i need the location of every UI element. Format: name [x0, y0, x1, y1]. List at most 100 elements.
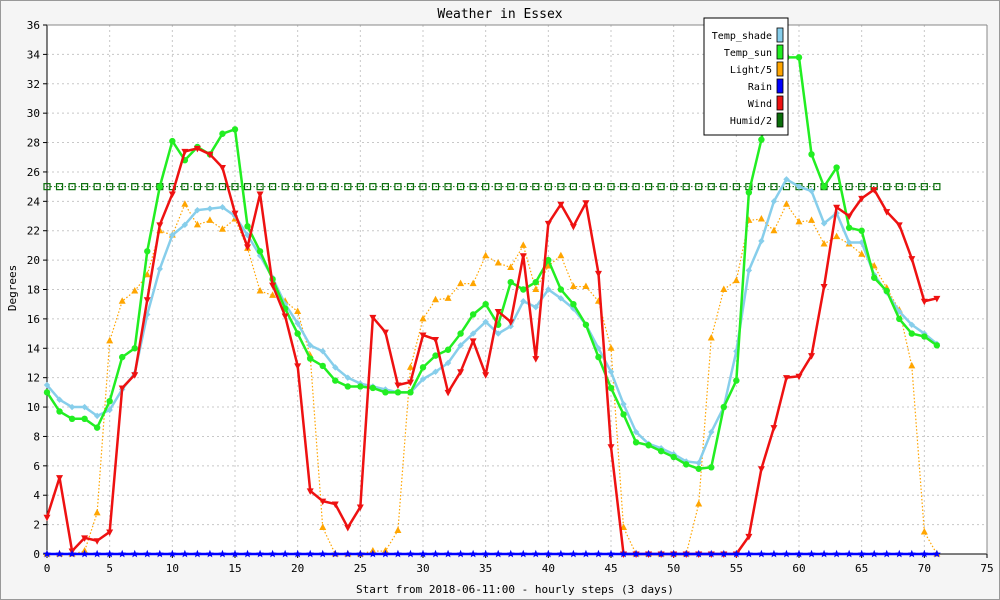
- data-point-light-5: [732, 276, 740, 284]
- data-point-temp-shade: [444, 359, 452, 367]
- data-point-temp-sun: [144, 248, 151, 255]
- data-point-humid-2: [406, 183, 415, 191]
- data-point-wind: [808, 353, 816, 360]
- data-point-wind: [795, 373, 803, 381]
- data-point-wind: [782, 375, 790, 382]
- data-point-humid-2: [131, 183, 139, 191]
- data-point-temp-shade: [156, 265, 163, 273]
- data-point-wind: [820, 284, 828, 291]
- legend-label: Temp_sun: [724, 48, 772, 59]
- data-point-rain: [105, 549, 114, 558]
- data-point-wind: [394, 382, 402, 390]
- data-point-rain: [293, 549, 302, 558]
- data-point-temp-sun: [68, 415, 76, 423]
- data-point-humid-2: [920, 183, 928, 191]
- data-point-rain: [657, 549, 666, 558]
- data-point-light-5: [469, 279, 477, 287]
- data-point-rain: [381, 549, 390, 558]
- data-point-temp-shade: [545, 286, 552, 293]
- data-point-wind: [206, 151, 214, 159]
- y-tick-label: 34: [27, 48, 41, 61]
- data-point-rain: [68, 549, 77, 558]
- data-point-rain: [857, 549, 866, 558]
- data-point-rain: [732, 549, 741, 558]
- data-point-rain: [820, 549, 829, 558]
- data-point-wind: [356, 504, 364, 511]
- data-point-light-5: [519, 241, 527, 248]
- data-point-temp-sun: [845, 224, 853, 231]
- data-point-temp-sun: [432, 352, 439, 359]
- legend-label: Wind: [748, 99, 772, 110]
- data-point-light-5: [444, 294, 452, 301]
- data-point-wind: [406, 379, 414, 387]
- data-point-temp-shade: [93, 412, 101, 420]
- data-point-temp-sun: [908, 330, 915, 337]
- data-point-temp-shade: [469, 330, 477, 337]
- data-point-temp-shade: [820, 220, 828, 227]
- x-tick-label: 70: [918, 562, 931, 575]
- data-point-temp-sun: [833, 164, 840, 171]
- data-point-temp-shade: [332, 364, 339, 371]
- data-point-rain: [356, 549, 365, 558]
- data-point-light-5: [294, 307, 302, 315]
- data-point-humid-2: [256, 183, 264, 191]
- data-point-humid-2: [469, 183, 477, 191]
- data-point-temp-sun: [708, 464, 715, 471]
- data-point-light-5: [406, 363, 414, 370]
- data-point-rain: [243, 549, 252, 558]
- x-tick-label: 40: [542, 562, 555, 575]
- data-point-rain: [55, 549, 64, 558]
- data-point-wind: [193, 145, 201, 153]
- x-tick-label: 75: [980, 562, 993, 575]
- data-point-temp-sun: [106, 397, 113, 405]
- data-point-rain: [118, 549, 127, 558]
- data-point-temp-sun: [244, 223, 251, 230]
- data-point-wind: [43, 514, 51, 522]
- data-point-light-5: [607, 344, 615, 351]
- data-point-humid-2: [106, 183, 114, 191]
- data-point-rain: [669, 549, 678, 558]
- x-tick-label: 60: [792, 562, 805, 575]
- data-point-humid-2: [319, 183, 327, 191]
- legend-box: [703, 17, 789, 136]
- x-tick-label: 25: [354, 562, 367, 575]
- data-point-humid-2: [419, 183, 427, 191]
- data-point-temp-shade: [632, 428, 640, 436]
- data-point-wind: [306, 488, 314, 495]
- data-point-temp-sun: [231, 126, 239, 133]
- data-point-temp-sun: [921, 333, 928, 340]
- data-point-rain: [719, 549, 728, 558]
- data-point-temp-sun: [858, 227, 865, 234]
- data-point-temp-sun: [532, 278, 539, 286]
- y-axis-label: Degrees: [6, 265, 19, 311]
- data-point-rain: [419, 549, 427, 558]
- data-point-humid-2: [707, 183, 715, 191]
- data-point-temp-sun: [582, 321, 590, 328]
- x-tick-label: 45: [604, 562, 617, 575]
- data-point-rain: [168, 549, 177, 558]
- legend-label: Humid/2: [730, 116, 772, 127]
- data-point-temp-shade: [733, 348, 740, 355]
- data-point-temp-sun: [43, 389, 51, 396]
- series-group: [43, 54, 941, 558]
- data-point-humid-2: [80, 183, 89, 191]
- data-point-temp-shade: [181, 221, 189, 229]
- data-point-temp-sun: [620, 411, 627, 418]
- data-point-light-5: [707, 333, 715, 341]
- data-point-temp-shade: [695, 459, 702, 467]
- data-point-wind: [457, 369, 465, 376]
- data-point-temp-sun: [169, 137, 176, 145]
- data-point-humid-2: [507, 183, 515, 191]
- data-point-light-5: [920, 527, 928, 535]
- data-point-rain: [268, 549, 277, 558]
- data-point-light-5: [256, 286, 264, 294]
- data-point-wind: [594, 270, 602, 278]
- data-point-temp-sun: [56, 408, 63, 415]
- data-point-rain: [256, 549, 265, 558]
- data-point-temp-sun: [758, 136, 765, 143]
- data-point-temp-shade: [507, 323, 514, 330]
- data-point-temp-sun: [407, 389, 414, 396]
- data-point-humid-2: [457, 183, 465, 191]
- data-point-humid-2: [68, 183, 76, 191]
- data-point-rain: [456, 549, 465, 558]
